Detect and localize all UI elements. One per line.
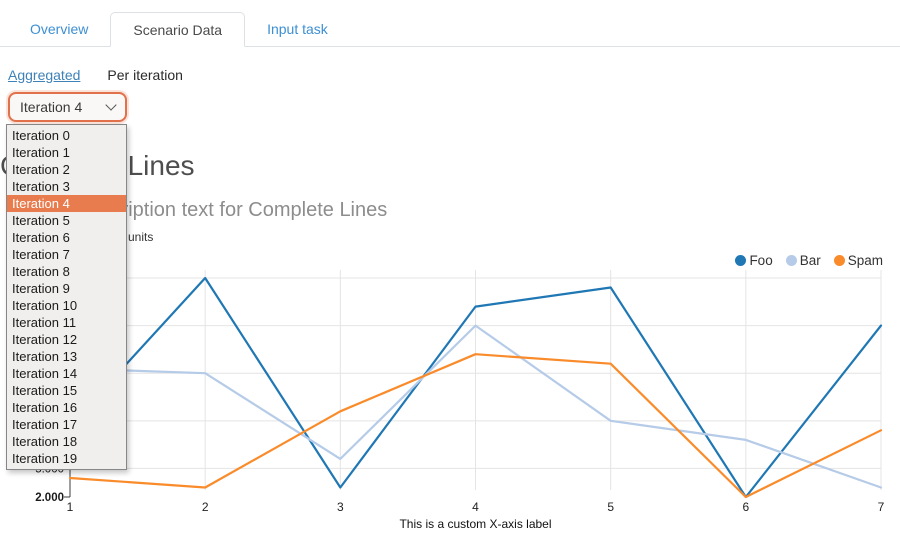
dropdown-option-iteration-15[interactable]: Iteration 15 (12, 383, 78, 398)
dropdown-option-iteration-9[interactable]: Iteration 9 (12, 281, 70, 296)
dropdown-option-iteration-7[interactable]: Iteration 7 (12, 247, 70, 262)
legend-item-spam[interactable]: Spam (833, 253, 883, 268)
legend-marker-icon (785, 255, 797, 266)
aggregated-link[interactable]: Aggregated (8, 67, 81, 83)
dropdown-option-iteration-12[interactable]: Iteration 12 (12, 332, 78, 347)
svg-text:7: 7 (878, 500, 885, 514)
legend-item-foo[interactable]: Foo (735, 253, 773, 268)
dropdown-option-iteration-19[interactable]: Iteration 19 (12, 451, 78, 466)
svg-text:4: 4 (472, 500, 479, 514)
dropdown-option-iteration-2[interactable]: Iteration 2 (12, 162, 70, 177)
legend-label: Spam (847, 253, 883, 268)
dropdown-option-iteration-18[interactable]: Iteration 18 (12, 434, 78, 449)
scenario-subnav: Aggregated Per iteration (8, 67, 183, 83)
svg-text:6: 6 (742, 500, 749, 514)
legend-label: Foo (749, 253, 773, 268)
tab-scenario-data[interactable]: Scenario Data (110, 12, 246, 47)
dropdown-option-iteration-13[interactable]: Iteration 13 (12, 349, 78, 364)
iteration-select-value: Iteration 4 (20, 99, 83, 115)
dropdown-option-iteration-4[interactable]: Iteration 4 (7, 195, 126, 212)
legend-label: Bar (799, 253, 821, 268)
dropdown-option-iteration-11[interactable]: Iteration 11 (12, 315, 77, 330)
legend-marker-icon (735, 255, 747, 266)
per-iteration-link[interactable]: Per iteration (107, 67, 183, 83)
chevron-down-icon (105, 99, 117, 111)
dropdown-option-iteration-6[interactable]: Iteration 6 (12, 230, 70, 245)
tab-input-task[interactable]: Input task (267, 21, 328, 37)
svg-text:1: 1 (67, 500, 74, 514)
svg-text:2.000: 2.000 (35, 492, 64, 504)
x-axis-label: This is a custom X-axis label (399, 517, 552, 531)
svg-text:3: 3 (337, 500, 344, 514)
dropdown-option-iteration-5[interactable]: Iteration 5 (12, 213, 70, 228)
tab-overview[interactable]: Overview (30, 21, 89, 37)
legend-item-bar[interactable]: Bar (785, 253, 821, 268)
dropdown-option-iteration-14[interactable]: Iteration 14 (12, 366, 78, 381)
dropdown-option-iteration-17[interactable]: Iteration 17 (12, 417, 78, 432)
iteration-dropdown-list: Iteration 0 Iteration 1 Iteration 2 Iterati… (6, 124, 127, 470)
iteration-select[interactable]: Iteration 4 (8, 92, 127, 122)
chart-legend: Foo Bar Spam (735, 253, 883, 268)
chart-description: Description text for Complete Lines (76, 199, 388, 221)
tab-bar: Overview Scenario Data Input task (0, 0, 900, 47)
svg-text:2: 2 (202, 500, 209, 514)
dropdown-option-iteration-10[interactable]: Iteration 10 (12, 298, 78, 313)
dropdown-option-iteration-0[interactable]: Iteration 0 (12, 128, 70, 143)
svg-text:5: 5 (607, 500, 614, 514)
legend-marker-icon (833, 255, 845, 266)
dropdown-option-iteration-8[interactable]: Iteration 8 (12, 264, 70, 279)
dropdown-option-iteration-16[interactable]: Iteration 16 (12, 400, 78, 415)
dropdown-option-iteration-1[interactable]: Iteration 1 (12, 145, 70, 160)
y-axis-units-label: units (128, 230, 154, 244)
dropdown-option-iteration-3[interactable]: Iteration 3 (12, 179, 70, 194)
